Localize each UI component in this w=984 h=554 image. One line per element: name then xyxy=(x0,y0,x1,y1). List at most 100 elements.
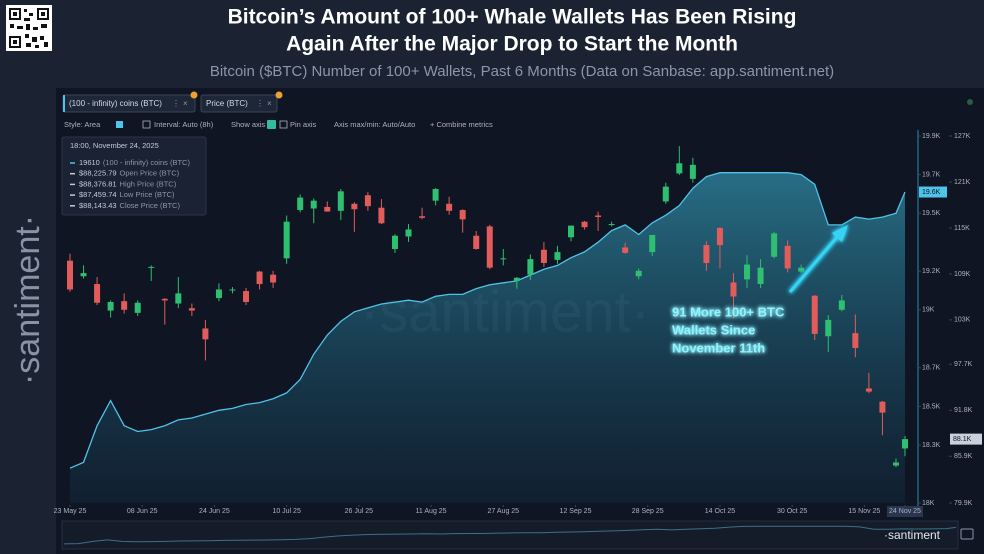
candle-body xyxy=(825,319,832,337)
candle-body xyxy=(148,266,155,268)
last-price-label: 88.1K xyxy=(953,436,972,443)
tooltip-label: (100 - infinity) coins (BTC) xyxy=(103,158,191,167)
y-tick-label: 19.7K xyxy=(922,171,941,178)
toolbar-item[interactable]: Axis max/min: Auto/Auto xyxy=(334,120,415,129)
toolbar: Style: Area Interval: Auto (8h) Show axi… xyxy=(64,120,493,129)
candle-body xyxy=(662,186,669,202)
candle-body xyxy=(622,247,629,253)
y-tick-label: 18.3K xyxy=(922,442,941,449)
candle-body xyxy=(80,273,87,277)
toolbar-item[interactable]: Show axis xyxy=(231,120,265,129)
toolbar-item[interactable]: + Combine metrics xyxy=(430,120,493,129)
chart-subtitle: Bitcoin ($BTC) Number of 100+ Wallets, P… xyxy=(210,63,834,80)
area xyxy=(70,172,905,503)
icon xyxy=(142,120,151,129)
candle-body xyxy=(67,260,73,290)
candle-body xyxy=(175,293,182,304)
tab-menu[interactable]: ⋮ xyxy=(172,99,180,108)
tooltip-row: $88,225.79 Open Price (BTC) xyxy=(79,169,180,178)
tooltip: 18:00, November 24, 2025 19610 (100 - inf… xyxy=(61,136,207,216)
tooltip-row: $88,376.81 High Price (BTC) xyxy=(79,179,177,188)
annotation-arrow xyxy=(788,235,840,293)
candle-body xyxy=(324,206,331,212)
x-tick-label: 24 Nov 25 xyxy=(889,508,921,515)
toolbar-item[interactable]: Pin axis xyxy=(290,120,317,129)
tab-close[interactable]: × xyxy=(267,99,272,108)
x-tick-label: 27 Aug 25 xyxy=(488,508,520,515)
candle-body xyxy=(94,284,101,303)
icon[interactable] xyxy=(960,528,974,540)
candle-body xyxy=(188,308,195,311)
candle-body xyxy=(852,333,859,348)
metric-tabs: (100 - infinity) coins (BTC) ⋮ × Price (… xyxy=(62,91,973,113)
last-value-label: 19.6K xyxy=(922,189,941,196)
last-price-tag xyxy=(950,433,982,445)
toolbar-item[interactable]: Style: Area xyxy=(64,120,101,129)
candle-body xyxy=(419,216,426,218)
toolbar-item[interactable]: Interval: Auto (8h) xyxy=(154,120,214,129)
candle-body xyxy=(540,249,547,264)
y2-tick-label: 103K xyxy=(954,317,971,324)
x-tick-label: 28 Sep 25 xyxy=(632,508,664,515)
candle-body xyxy=(838,300,845,310)
candle-body xyxy=(879,401,886,413)
tab-close[interactable]: × xyxy=(183,99,188,108)
chart-title: Again After the Major Drop to Start the … xyxy=(286,33,738,56)
tooltip-rows: 19610 (100 - infinity) coins (BTC) $88,225… xyxy=(70,158,190,210)
tooltip-label: Close Price (BTC) xyxy=(120,201,181,210)
chart-title: Bitcoin’s Amount of 100+ Whale Wallets H… xyxy=(228,6,797,29)
tab-menu[interactable]: ⋮ xyxy=(256,99,264,108)
candle-body xyxy=(703,245,710,264)
annotation: 91 More 100+ BTC Wallets Since November … xyxy=(672,225,848,355)
candle-body xyxy=(283,221,290,259)
candle-body xyxy=(757,267,764,285)
candle-body xyxy=(107,301,114,311)
x-tick-highlight xyxy=(887,506,923,517)
tooltip-value: $88,225.79 xyxy=(79,169,117,178)
candle-body xyxy=(270,274,277,283)
x-tick-label: 12 Sep 25 xyxy=(560,508,592,515)
tab-label[interactable]: (100 - infinity) coins (BTC) xyxy=(69,99,162,108)
candle-body xyxy=(229,289,236,291)
candle-body xyxy=(689,164,696,179)
checkbox[interactable] xyxy=(267,120,276,129)
x-tick-label: 23 May 25 xyxy=(54,508,87,515)
y-tick-label: 19.2K xyxy=(922,268,941,275)
candle-body xyxy=(595,215,602,218)
y2-tick-label: 97.7K xyxy=(954,361,973,368)
candle-body xyxy=(202,328,209,340)
y-tick-label: 19.5K xyxy=(922,210,941,217)
y-tick-label: 18K xyxy=(922,500,935,507)
tab[interactable] xyxy=(200,94,278,113)
candle-body xyxy=(364,195,371,207)
candle-body xyxy=(811,295,818,334)
candle-body xyxy=(784,245,791,269)
tooltip-row: $88,143.43 Close Price (BTC) xyxy=(79,201,180,210)
candle-body xyxy=(554,252,561,260)
y2-tick-label: 127K xyxy=(954,133,971,140)
plot: 19.9K 19.7K 19.5K 19.2K 19K 18.7K 18.5K 18.3K 18… xyxy=(54,130,982,517)
x-tick-label: 24 Jun 25 xyxy=(199,508,230,515)
navigator[interactable] xyxy=(61,520,959,550)
x-tick-label: 15 Nov 25 xyxy=(848,508,880,515)
tooltip-time: 18:00, November 24, 2025 xyxy=(70,141,159,150)
color-swatch[interactable] xyxy=(116,121,123,128)
candle-body xyxy=(730,282,737,297)
candle-body xyxy=(405,229,412,237)
candle-body xyxy=(798,267,805,272)
candle-body xyxy=(215,289,222,299)
x-tick-label: 10 Jul 25 xyxy=(272,508,301,515)
y2-tick-label: 109K xyxy=(954,271,971,278)
candle-body xyxy=(892,462,899,466)
candle-body xyxy=(635,270,642,277)
annotation-text: 91 More 100+ BTC xyxy=(672,304,785,319)
qr-code xyxy=(6,5,52,51)
tab-label[interactable]: Price (BTC) xyxy=(206,99,248,108)
candle-body xyxy=(446,203,453,211)
checkbox[interactable] xyxy=(279,120,288,129)
candle-body xyxy=(256,271,263,285)
candle-body xyxy=(161,298,168,301)
candle-body xyxy=(744,264,751,280)
candle-body xyxy=(527,259,534,275)
